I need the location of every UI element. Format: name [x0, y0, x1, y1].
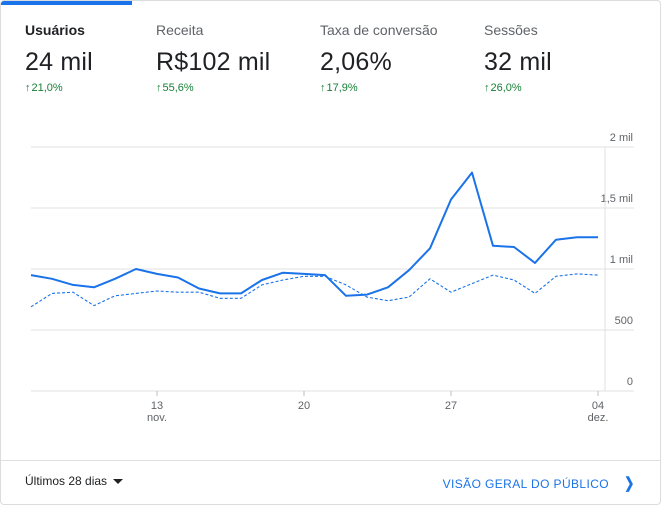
- y-tick-label: 500: [615, 315, 633, 327]
- x-tick-label: 20: [298, 400, 310, 412]
- caret-down-icon: [113, 479, 124, 485]
- tab-users-delta-value: 21,0%: [31, 82, 63, 94]
- x-tick-label: 04: [592, 400, 604, 412]
- tab-users-value: 24 mil: [25, 48, 93, 76]
- tab-conversion-label: Taxa de conversão: [320, 22, 438, 38]
- x-tick-month-label: nov.: [147, 412, 167, 424]
- tab-conversion-delta-value: 17,9%: [326, 82, 358, 94]
- tab-sessions[interactable]: Sessões 32 mil ↑26,0%: [460, 1, 620, 111]
- tab-revenue-delta: ↑55,6%: [156, 82, 194, 94]
- chevron-right-icon: ❯: [624, 475, 635, 492]
- y-tick-label: 2 mil: [610, 132, 633, 144]
- tab-sessions-delta: ↑26,0%: [484, 82, 522, 94]
- tab-sessions-label: Sessões: [484, 22, 538, 38]
- audience-overview-link-label: VISÃO GERAL DO PÚBLICO: [442, 477, 610, 491]
- tab-conversion-value: 2,06%: [320, 48, 392, 76]
- tab-conversion-rate[interactable]: Taxa de conversão 2,06% ↑17,9%: [296, 1, 460, 111]
- y-tick-label: 0: [627, 376, 633, 388]
- tab-sessions-delta-value: 26,0%: [490, 82, 522, 94]
- y-tick-label: 1 mil: [610, 254, 633, 266]
- tab-users[interactable]: Usuários 24 mil ↑21,0%: [1, 1, 132, 111]
- series-line-current: [30, 171, 598, 297]
- tab-conversion-delta: ↑17,9%: [320, 82, 358, 94]
- y-tick-label: 1,5 mil: [601, 193, 633, 205]
- arrow-up-icon: ↑: [484, 82, 490, 94]
- date-range-dropdown[interactable]: Últimos 28 dias: [25, 474, 124, 488]
- tab-revenue-delta-value: 55,6%: [162, 82, 194, 94]
- line-chart: 2 mil 1,5 mil 1 mil 500 0 13 nov. 20 27 04 dez.: [1, 131, 660, 431]
- tab-revenue-value: R$102 mil: [156, 48, 271, 76]
- tab-revenue-label: Receita: [156, 22, 204, 38]
- metric-tabs: Usuários 24 mil ↑21,0% Receita R$102 mil…: [1, 1, 660, 111]
- date-range-label: Últimos 28 dias: [25, 474, 108, 488]
- tab-users-label: Usuários: [25, 22, 85, 38]
- x-tick-month-label: dez.: [588, 412, 609, 424]
- tab-users-delta: ↑21,0%: [25, 82, 63, 94]
- arrow-up-icon: ↑: [25, 82, 31, 94]
- arrow-up-icon: ↑: [320, 82, 326, 94]
- x-tick-label: 27: [445, 400, 457, 412]
- tab-revenue[interactable]: Receita R$102 mil ↑55,6%: [132, 1, 296, 111]
- tab-sessions-value: 32 mil: [484, 48, 552, 76]
- x-tick-label: 13: [151, 400, 163, 412]
- card-footer: Últimos 28 dias VISÃO GERAL DO PÚBLICO ❯: [1, 460, 660, 504]
- arrow-up-icon: ↑: [156, 82, 162, 94]
- audience-overview-link[interactable]: VISÃO GERAL DO PÚBLICO ❯: [443, 474, 636, 492]
